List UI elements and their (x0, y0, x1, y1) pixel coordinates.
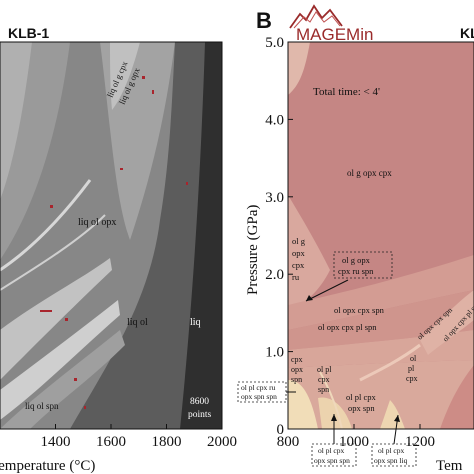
x-tick-label-a: 2000 (207, 434, 237, 450)
boxed-label-0: ol g opx cpx ru spn (305, 251, 393, 302)
panel-b: B MAGEMin KL Total time: < 4' ol g opx c… (237, 4, 474, 474)
x-ticks-b: 800 1000 1200 (277, 424, 435, 450)
inline-label-4: ol pl cpx opx spn (346, 392, 376, 413)
boxed-label-2: ol pl cpx opx spn spn (311, 414, 357, 467)
label-ol-g-opx-cpx: ol g opx cpx (347, 168, 392, 178)
label-liq-ol-opx: liq ol opx (78, 217, 116, 228)
x-ticks-a: 1400 1600 1800 2000 (41, 424, 237, 450)
svg-text:ol g opx: ol g opx (342, 255, 371, 265)
svg-text:opx: opx (291, 365, 303, 374)
y-axis-label-b: Pressure (GPa) (245, 205, 261, 295)
y-ticks-b: 0 1.0 2.0 3.0 4.0 5.0 (265, 35, 293, 438)
boxed-label-3: ol pl cpx opx spn liq (371, 414, 417, 467)
y-tick-label-b: 3.0 (265, 190, 284, 206)
y-tick-label-b: 4.0 (265, 112, 284, 128)
x-axis-label-a: Temperature (°C) (0, 458, 95, 474)
y-tick-label-b: 1.0 (265, 345, 284, 361)
svg-text:opx spn liq: opx spn liq (374, 456, 408, 465)
x-tick-label-a: 1400 (41, 434, 71, 450)
svg-text:cpx ru spn: cpx ru spn (338, 266, 374, 276)
inline-label-3: cpx opx spn (291, 355, 303, 384)
svg-text:ol g: ol g (292, 236, 306, 246)
field-ol-g-opx-cpx-ru-low (288, 195, 330, 310)
x-axis-label-b: Tem (436, 458, 463, 474)
field-liq-ol-g-cpx-upper (110, 42, 140, 110)
inline-label-6: ol pl cpx spn (317, 365, 332, 394)
svg-text:opx spn spn: opx spn spn (241, 392, 277, 401)
panel-letter-b: B (256, 8, 272, 33)
panel-a-title: KLB-1 (8, 25, 49, 41)
field-liq-ol-g-cpx (0, 42, 32, 200)
inline-label-5: ol pl cpx (406, 354, 418, 383)
label-liq: liq (190, 317, 201, 328)
svg-text:opx spn: opx spn (348, 403, 375, 413)
svg-text:spn: spn (291, 375, 302, 384)
field-liq (180, 42, 222, 429)
field-liq-ol (70, 42, 205, 429)
svg-text:spn: spn (318, 385, 329, 394)
field-ol-pl-cpx-opx-spn-spn (318, 397, 352, 429)
total-time: Total time: < 4' (313, 86, 380, 98)
y-tick-label-b: 2.0 (265, 267, 284, 283)
error-marks (40, 76, 188, 409)
mountain-logo-icon (289, 4, 343, 29)
boxed-label-1: ol pl cpx ru opx spn spn (237, 381, 296, 403)
svg-text:ol pl cpx ru: ol pl cpx ru (241, 383, 276, 392)
count-label: 8600 (190, 397, 209, 407)
svg-text:cpx: cpx (292, 260, 305, 270)
svg-text:opx: opx (292, 248, 306, 258)
inline-label-2: ol opx cpx pl spn (318, 322, 377, 332)
x-tick-label-b: 1200 (405, 434, 435, 450)
svg-text:pl: pl (408, 364, 415, 373)
svg-text:ol pl cpx: ol pl cpx (378, 446, 404, 455)
x-tick-label-a: 1800 (152, 434, 182, 450)
magemin-logo: MAGEMin (289, 4, 373, 44)
label-liq-ol: liq ol (127, 317, 148, 328)
inline-label-0: ol g opx cpx ru (292, 236, 306, 282)
y-tick-label-b: 0 (277, 422, 285, 438)
panel-b-title: KL (460, 25, 474, 41)
y-tick-label-b: 5.0 (265, 35, 284, 51)
svg-text:ru: ru (292, 272, 300, 282)
svg-text:cpx: cpx (318, 375, 330, 384)
logo-text: MAGEMin (296, 25, 373, 44)
inline-label-1: ol opx cpx spn (334, 305, 385, 315)
field-liq-ol-spn (0, 258, 112, 380)
label-liq-ol-spn: liq ol spn (25, 401, 59, 411)
svg-text:ol pl: ol pl (317, 365, 332, 374)
panel-a: KLB-1 liq ol g cpx liq ol g opx liq ol o… (0, 25, 237, 474)
x-tick-label-b: 800 (277, 434, 300, 450)
svg-text:ol: ol (410, 354, 417, 363)
svg-text:cpx: cpx (406, 374, 418, 383)
svg-text:cpx: cpx (291, 355, 303, 364)
field-ol-g-opx-cpx-ru (288, 42, 310, 95)
count-unit: points (188, 410, 212, 420)
x-tick-label-a: 1600 (96, 434, 126, 450)
svg-text:opx spn spn: opx spn spn (314, 456, 350, 465)
field-liq-ol-spn-2 (0, 300, 120, 420)
x-tick-label-b: 1000 (339, 434, 369, 450)
svg-text:ol pl cpx: ol pl cpx (346, 392, 376, 402)
svg-text:ol pl cpx: ol pl cpx (318, 446, 344, 455)
field-ol-opx-cpx-spn (288, 255, 474, 330)
